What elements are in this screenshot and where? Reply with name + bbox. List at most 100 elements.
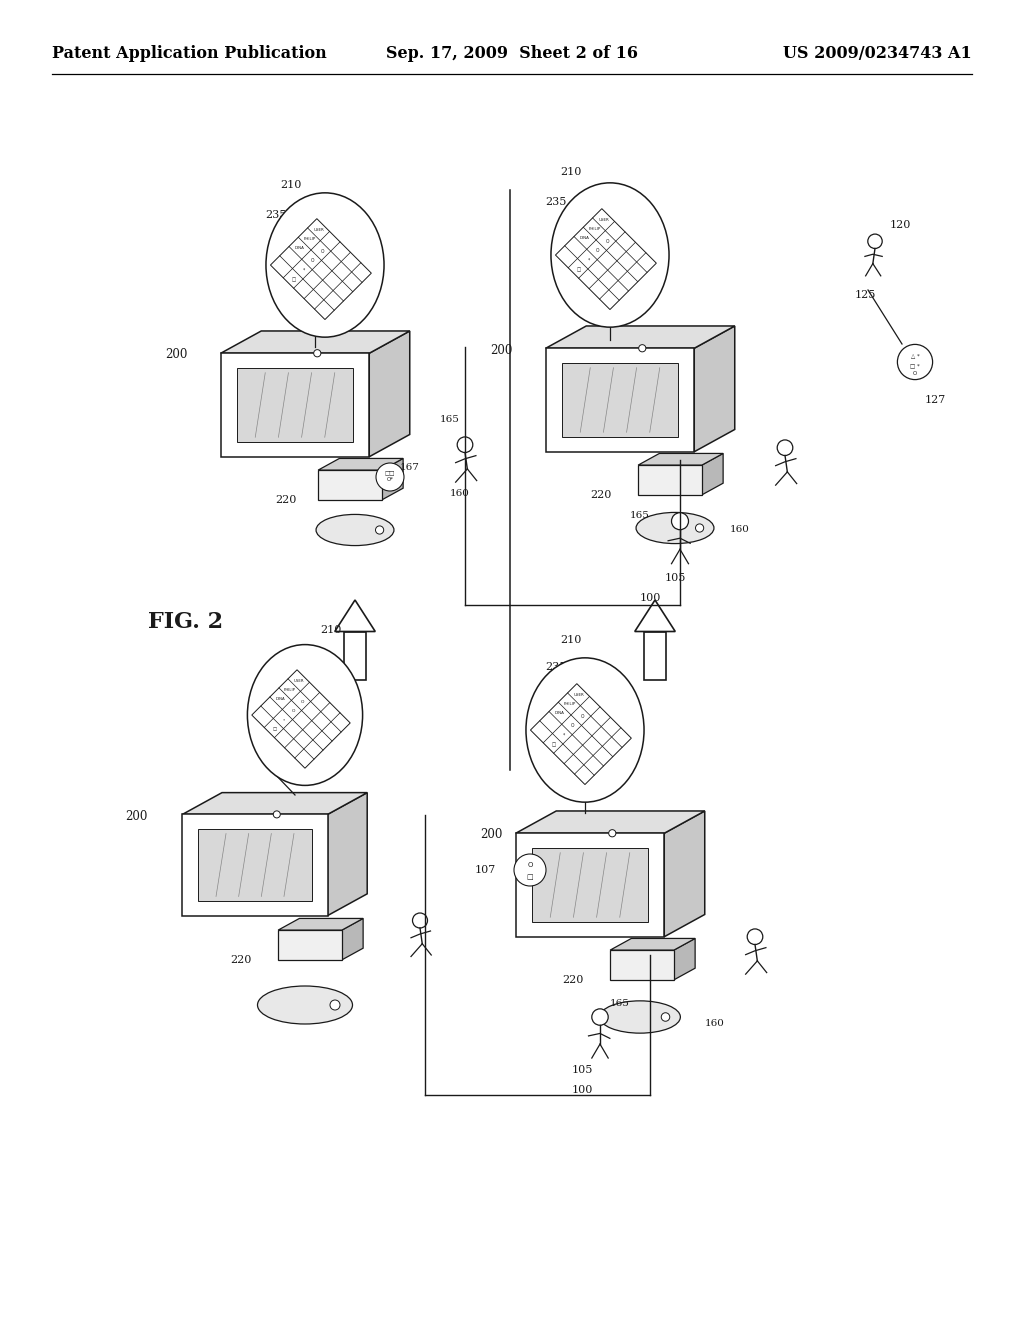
Polygon shape [610, 950, 674, 979]
Polygon shape [335, 601, 375, 631]
Text: □: □ [578, 267, 582, 272]
Text: O: O [596, 248, 599, 253]
Polygon shape [279, 919, 364, 931]
Text: □: □ [292, 277, 296, 282]
Text: 200: 200 [165, 348, 187, 362]
Text: O: O [292, 709, 295, 713]
Text: □□
O*: □□ O* [385, 471, 395, 482]
Text: 235: 235 [265, 210, 287, 220]
Text: 235: 235 [545, 663, 566, 672]
Text: *: * [562, 733, 564, 738]
Ellipse shape [257, 986, 352, 1024]
Ellipse shape [636, 512, 714, 544]
Text: DINA: DINA [580, 236, 590, 240]
Bar [270, 219, 372, 319]
Text: 125: 125 [855, 290, 877, 300]
Text: O: O [571, 723, 574, 729]
Ellipse shape [551, 183, 669, 327]
Text: O: O [311, 259, 314, 264]
Polygon shape [199, 829, 311, 902]
Text: Sep. 17, 2009  Sheet 2 of 16: Sep. 17, 2009 Sheet 2 of 16 [386, 45, 638, 62]
Circle shape [514, 854, 546, 886]
Text: Patent Application Publication: Patent Application Publication [52, 45, 327, 62]
Polygon shape [532, 847, 648, 923]
Polygon shape [546, 326, 735, 348]
Text: FIG. 2: FIG. 2 [148, 611, 223, 634]
Circle shape [330, 1001, 340, 1010]
Circle shape [376, 463, 404, 491]
Circle shape [313, 350, 321, 356]
Text: *: * [302, 268, 304, 273]
Text: 235: 235 [545, 197, 566, 207]
Text: 100: 100 [640, 593, 662, 603]
Polygon shape [279, 931, 342, 960]
Circle shape [672, 512, 688, 529]
Polygon shape [516, 810, 705, 833]
Text: O: O [300, 700, 304, 704]
Text: USER: USER [573, 693, 584, 697]
Polygon shape [665, 810, 705, 937]
Circle shape [592, 1008, 608, 1026]
Text: 165: 165 [610, 998, 630, 1007]
Ellipse shape [600, 1001, 680, 1034]
Text: US 2009/0234743 A1: US 2009/0234743 A1 [783, 45, 972, 62]
Text: DINA: DINA [295, 247, 305, 251]
Text: DINA: DINA [275, 697, 286, 701]
Bar [644, 631, 667, 680]
Circle shape [867, 234, 883, 248]
Circle shape [777, 440, 793, 455]
Polygon shape [701, 454, 723, 495]
Text: □ *: □ * [910, 363, 920, 368]
Text: □: □ [526, 874, 534, 880]
Text: 107: 107 [475, 865, 497, 875]
Text: *: * [588, 257, 590, 263]
Polygon shape [516, 833, 665, 937]
Polygon shape [221, 331, 410, 354]
Text: 220: 220 [590, 490, 611, 500]
Polygon shape [318, 458, 403, 470]
Text: 160: 160 [450, 488, 470, 498]
Polygon shape [342, 919, 364, 960]
Polygon shape [638, 454, 723, 465]
Polygon shape [221, 354, 370, 457]
Text: *: * [283, 718, 285, 722]
Polygon shape [382, 458, 403, 500]
Text: O: O [912, 371, 918, 376]
Text: 200: 200 [480, 829, 503, 842]
Polygon shape [635, 601, 675, 631]
Text: 200: 200 [490, 343, 512, 356]
Text: 210: 210 [319, 624, 341, 635]
Bar [344, 631, 367, 680]
Circle shape [376, 525, 384, 535]
Circle shape [695, 524, 703, 532]
Circle shape [457, 437, 473, 453]
Bar [555, 209, 656, 310]
Text: □: □ [273, 727, 278, 731]
Text: 200: 200 [125, 810, 147, 824]
Circle shape [748, 929, 763, 945]
Text: 210: 210 [560, 635, 582, 645]
Circle shape [639, 345, 646, 352]
Text: 210: 210 [280, 180, 301, 190]
Text: 165: 165 [440, 416, 460, 425]
Text: 167: 167 [400, 462, 420, 471]
Text: 160: 160 [705, 1019, 725, 1027]
Circle shape [273, 810, 281, 818]
Ellipse shape [248, 644, 362, 785]
Polygon shape [238, 368, 353, 442]
Polygon shape [182, 792, 368, 814]
Text: DINA: DINA [555, 711, 565, 715]
Ellipse shape [316, 515, 394, 545]
Text: 105: 105 [665, 573, 686, 583]
Text: 220: 220 [275, 495, 296, 506]
Text: 220: 220 [230, 954, 251, 965]
Text: 220: 220 [562, 975, 584, 985]
Polygon shape [674, 939, 695, 979]
Polygon shape [328, 792, 368, 916]
Text: 105: 105 [572, 1065, 593, 1074]
Text: O: O [605, 239, 609, 244]
Text: PHILIP: PHILIP [284, 688, 296, 692]
Text: USER: USER [313, 227, 324, 232]
Polygon shape [182, 814, 328, 916]
Bar [252, 669, 350, 768]
